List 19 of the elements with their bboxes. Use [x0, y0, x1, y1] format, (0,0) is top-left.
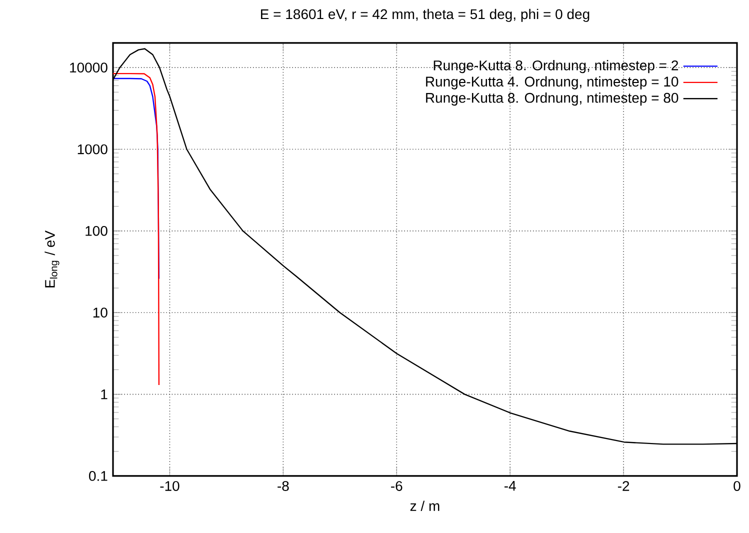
y-tick-label: 1000: [78, 144, 108, 154]
x-tick-label: -10: [160, 481, 180, 491]
y-tick-label: 0.1: [89, 471, 108, 481]
x-tick-label: 0: [734, 481, 740, 491]
y-tick-label: 1: [101, 389, 108, 400]
y-tick-label: 10: [93, 308, 108, 318]
x-tick-label: -4: [504, 481, 516, 491]
x-tick-label: -8: [278, 481, 289, 491]
legend-label: Runge-Kutta 8. Ordnung, ntimestep = 2: [434, 60, 678, 74]
y-tick-label: 10000: [70, 62, 108, 73]
y-axis-title: E$_{long}$ / eV: [44, 230, 60, 288]
y-tick-label: 100: [86, 226, 108, 236]
legend-label: Runge-Kutta 4. Ordnung, ntimestep = 10: [426, 76, 678, 90]
legend-label: Runge-Kutta 8. Ordnung, ntimestep = 80: [426, 92, 678, 106]
x-tick-label: -2: [618, 481, 630, 491]
chart-title: E = 18601 eV, r = 42 mm, theta = 51 deg, phi = 0 deg: [261, 8, 590, 22]
x-tick-label: -6: [391, 481, 402, 491]
x-axis-title: z / m: [410, 500, 440, 511]
line-series: [113, 72, 160, 386]
